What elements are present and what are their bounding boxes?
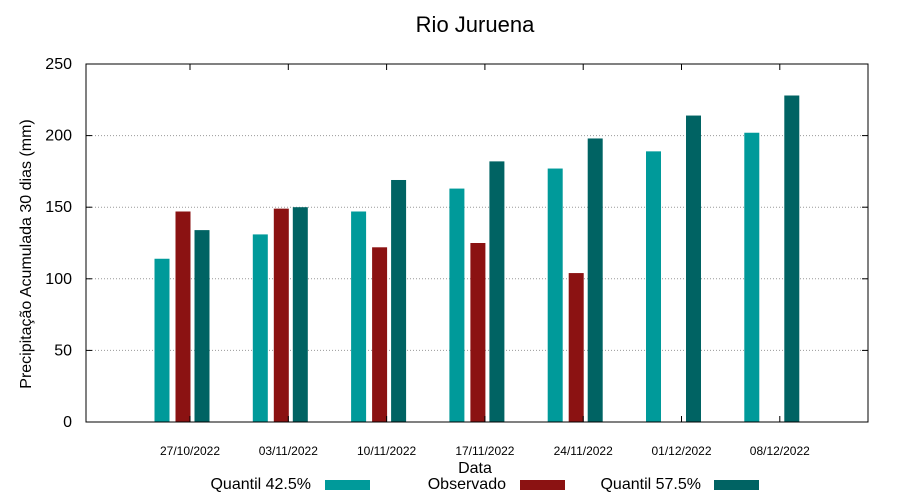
legend-label: Quantil 42.5% — [210, 476, 311, 493]
y-ticks: 0 50 100 150 200 250 — [45, 56, 868, 431]
x-tick-label: 27/10/2022 — [160, 444, 220, 458]
legend-label: Quantil 57.5% — [600, 476, 701, 493]
bar-quantil-42-5-0 — [154, 258, 170, 422]
bar-quantil-42-5-5 — [646, 151, 661, 423]
legend: Quantil 42.5% Observado Quantil 57.5% — [210, 476, 759, 493]
y-tick-label: 250 — [45, 56, 72, 73]
legend-label: Observado — [428, 476, 506, 493]
y-tick-label: 100 — [45, 271, 72, 288]
bar-quantil-42-5-3 — [449, 188, 465, 422]
x-tick-label: 01/12/2022 — [651, 444, 711, 458]
x-ticks: 27/10/2022 03/11/2022 10/11/2022 17/11/2022… — [160, 64, 810, 458]
bar-quantil-57-5-2 — [391, 179, 407, 422]
bar-observado-1 — [273, 208, 289, 422]
x-tick-label: 03/11/2022 — [259, 444, 318, 458]
bar-quantil-57-5-4 — [587, 138, 603, 423]
bar-quantil-57-5-5 — [686, 115, 701, 422]
chart-title: Rio Juruena — [416, 12, 535, 37]
bar-quantil-57-5-6 — [784, 95, 800, 422]
x-axis-label: Data — [458, 460, 492, 477]
legend-swatch — [714, 480, 759, 490]
bar-observado-2 — [372, 247, 388, 422]
plot-frame — [85, 63, 869, 423]
x-tick-label: 24/11/2022 — [554, 444, 613, 458]
y-tick-label: 150 — [45, 199, 72, 216]
y-tick-label: 200 — [45, 128, 72, 145]
bar-quantil-42-5-2 — [351, 211, 367, 422]
y-tick-label: 0 — [63, 414, 72, 431]
legend-swatch — [520, 480, 565, 490]
x-tick-label: 17/11/2022 — [455, 444, 514, 458]
y-tick-label: 50 — [54, 342, 72, 359]
bar-quantil-42-5-4 — [547, 168, 563, 422]
bar-quantil-57-5-1 — [292, 207, 308, 422]
bar-observado-4 — [568, 273, 584, 422]
bar-quantil-42-5-6 — [744, 132, 760, 422]
x-tick-label: 10/11/2022 — [357, 444, 416, 458]
bar-observado-3 — [470, 243, 486, 422]
bar-quantil-57-5-3 — [489, 161, 505, 422]
bar-quantil-57-5-0 — [194, 230, 210, 422]
x-tick-label: 08/12/2022 — [750, 444, 810, 458]
bars — [154, 95, 800, 423]
bar-quantil-42-5-1 — [252, 234, 268, 422]
y-axis-label: Precipitação Acumulada 30 dias (mm) — [18, 119, 35, 388]
bar-observado-0 — [175, 211, 191, 422]
legend-swatch — [325, 480, 370, 490]
